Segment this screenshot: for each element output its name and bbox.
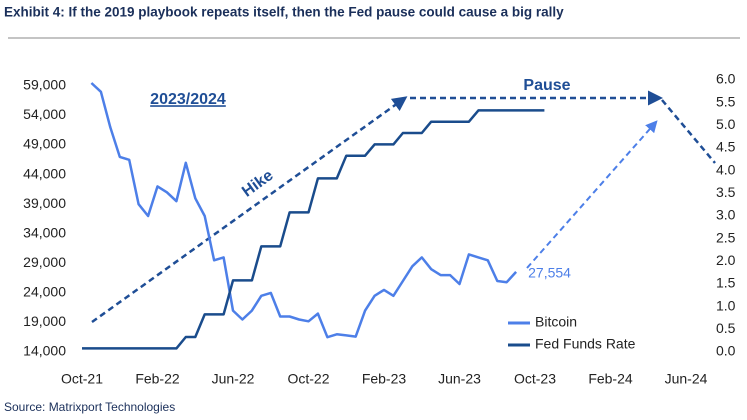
- x-tick-label: Jun-23: [438, 371, 481, 387]
- y-tick-label: 2.0: [716, 252, 736, 268]
- y-tick-label: 4.5: [716, 139, 736, 155]
- y-tick-label: 34,000: [23, 224, 66, 240]
- chart-title: Exhibit 4: If the 2019 playbook repeats …: [4, 5, 564, 20]
- y-tick-label: 2.5: [716, 229, 736, 245]
- y-tick-label: 4.0: [716, 161, 736, 177]
- hike-label: Hike: [239, 167, 276, 201]
- y-tick-label: 6.0: [716, 71, 736, 87]
- decline-arrow: [661, 99, 716, 164]
- y-tick-label: 5.0: [716, 116, 736, 132]
- x-tick-label: Feb-23: [362, 371, 407, 387]
- y-tick-label: 0.5: [716, 320, 736, 336]
- y-tick-label: 19,000: [23, 313, 66, 329]
- x-tick-label: Oct-21: [61, 371, 103, 387]
- x-tick-label: Jun-22: [212, 371, 255, 387]
- series-line: [82, 109, 545, 350]
- hike-arrow: [91, 96, 408, 324]
- y-tick-label: 59,000: [23, 77, 66, 93]
- y-tick-label: 1.5: [716, 275, 736, 291]
- pause-label: Pause: [523, 77, 570, 94]
- value-label: 27,554: [528, 265, 571, 281]
- y-tick-label: 0.0: [716, 343, 736, 359]
- y-tick-label: 49,000: [23, 136, 66, 152]
- x-tick-label: Oct-23: [514, 371, 556, 387]
- y-tick-label: 14,000: [23, 343, 66, 359]
- y-tick-label: 54,000: [23, 106, 66, 122]
- projection-arrow: [526, 120, 658, 269]
- series-line: [90, 82, 518, 339]
- x-tick-label: Feb-22: [135, 371, 180, 387]
- source: Source: Matrixport Technologies: [4, 400, 175, 414]
- y-tick-label: 24,000: [23, 284, 66, 300]
- y-tick-label: 29,000: [23, 254, 66, 270]
- y-tick-label: 3.5: [716, 184, 736, 200]
- legend-label: Bitcoin: [535, 314, 577, 330]
- y-tick-label: 3.0: [716, 207, 736, 223]
- y-tick-label: 39,000: [23, 195, 66, 211]
- period-label: 2023/2024: [150, 91, 226, 108]
- x-tick-label: Oct-22: [287, 371, 329, 387]
- y-tick-label: 5.5: [716, 93, 736, 109]
- x-tick-label: Feb-24: [588, 371, 633, 387]
- legend-label: Fed Funds Rate: [535, 336, 636, 352]
- y-tick-label: 44,000: [23, 165, 66, 181]
- x-tick-label: Jun-24: [665, 371, 708, 387]
- y-tick-label: 1.0: [716, 297, 736, 313]
